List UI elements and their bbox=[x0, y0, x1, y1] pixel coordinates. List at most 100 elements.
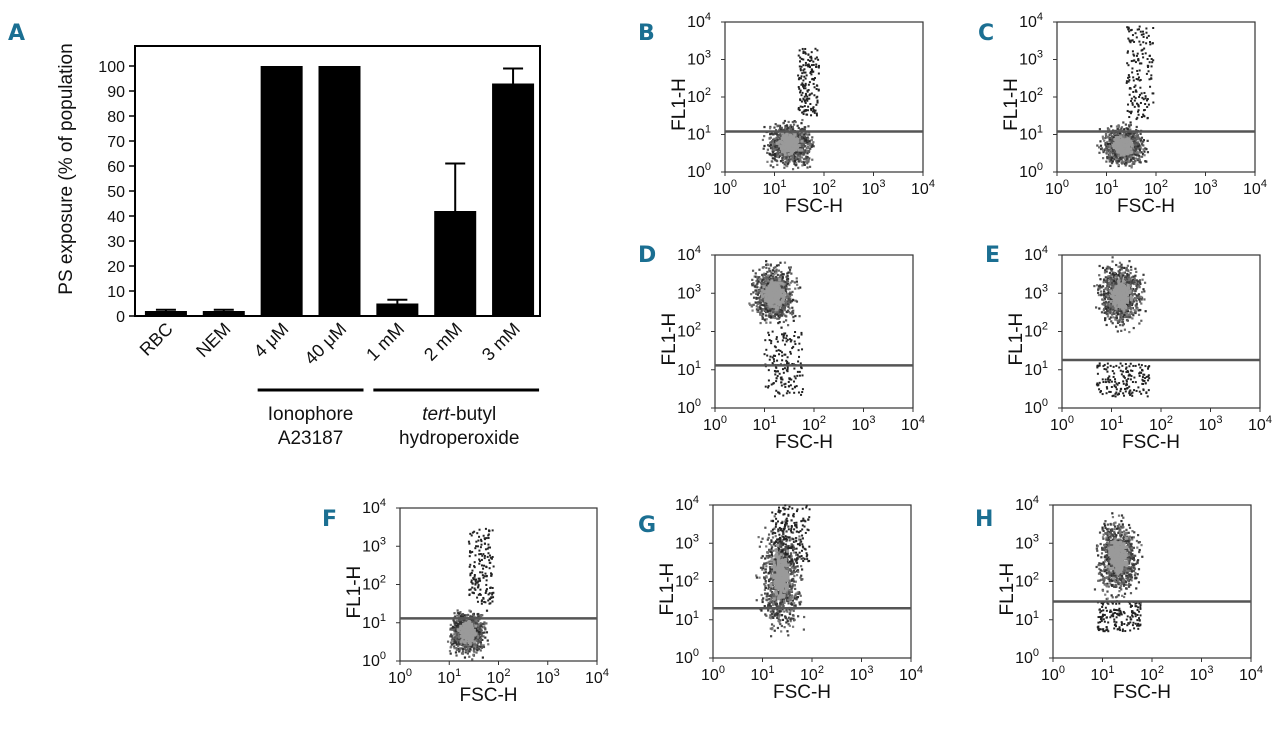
event-dot bbox=[1108, 285, 1111, 289]
x-tick-exponent: 0 bbox=[1063, 178, 1069, 190]
event-dot bbox=[760, 283, 763, 287]
event-dot bbox=[776, 273, 779, 277]
event-dot bbox=[801, 164, 804, 167]
event-dot bbox=[1124, 123, 1127, 126]
event-dot bbox=[1140, 136, 1144, 139]
event-dot bbox=[1111, 284, 1114, 287]
event-dot bbox=[757, 308, 760, 311]
event-dot-core bbox=[1112, 146, 1116, 150]
event-dot bbox=[1128, 385, 1131, 388]
event-dot bbox=[1133, 95, 1136, 98]
event-dot bbox=[774, 365, 777, 368]
event-dot bbox=[792, 345, 795, 348]
event-dot bbox=[1134, 89, 1137, 92]
event-dot bbox=[1133, 99, 1136, 102]
event-dot bbox=[1118, 132, 1122, 135]
event-dot bbox=[761, 297, 764, 300]
event-dot bbox=[1135, 146, 1138, 149]
event-dot bbox=[755, 276, 759, 279]
event-dot bbox=[791, 362, 794, 365]
event-dot bbox=[783, 298, 787, 301]
event-dot bbox=[765, 260, 768, 263]
event-dot bbox=[1128, 155, 1131, 158]
event-dot bbox=[781, 279, 784, 283]
event-dot bbox=[1136, 110, 1139, 113]
event-dot bbox=[1119, 316, 1122, 319]
event-dot bbox=[1119, 308, 1122, 311]
event-dot bbox=[1114, 281, 1117, 284]
event-dot bbox=[781, 305, 784, 308]
event-dot bbox=[815, 114, 818, 117]
event-dot bbox=[777, 124, 781, 127]
event-dot bbox=[1109, 303, 1112, 306]
event-dot-core bbox=[781, 282, 785, 286]
event-dot bbox=[791, 298, 795, 301]
event-dot bbox=[1136, 116, 1139, 119]
event-dot bbox=[761, 273, 764, 277]
event-dot bbox=[1123, 132, 1126, 136]
event-dot bbox=[798, 154, 802, 158]
event-dot bbox=[760, 299, 763, 303]
event-dot bbox=[1119, 318, 1122, 321]
event-dot bbox=[1133, 277, 1136, 280]
event-dot bbox=[778, 353, 781, 356]
event-dot-core bbox=[1116, 148, 1120, 152]
event-dot bbox=[787, 305, 790, 308]
event-dot bbox=[784, 332, 787, 335]
event-dot bbox=[811, 136, 814, 139]
event-dot bbox=[786, 280, 789, 283]
event-dot bbox=[1115, 364, 1118, 367]
event-dot bbox=[806, 152, 809, 155]
event-dot bbox=[1136, 152, 1139, 155]
event-dot bbox=[797, 106, 800, 109]
event-dot bbox=[784, 343, 787, 346]
event-dot bbox=[775, 137, 778, 140]
event-dot bbox=[1098, 128, 1101, 131]
x-tick-label: RBC bbox=[136, 319, 177, 360]
event-dot bbox=[804, 61, 807, 64]
event-dot bbox=[1098, 264, 1101, 268]
event-dot bbox=[1133, 298, 1137, 301]
event-dot bbox=[1111, 272, 1114, 275]
event-dot bbox=[755, 283, 758, 286]
event-dot bbox=[1114, 386, 1117, 389]
event-dot bbox=[804, 145, 807, 148]
event-dot bbox=[1115, 311, 1119, 314]
event-dot bbox=[783, 332, 786, 335]
event-dot bbox=[769, 263, 772, 266]
event-dot bbox=[1138, 279, 1142, 282]
event-dot bbox=[776, 279, 779, 282]
event-dot bbox=[776, 134, 779, 137]
event-dot bbox=[755, 297, 758, 300]
event-dot bbox=[1128, 293, 1131, 296]
event-dot bbox=[755, 308, 759, 311]
event-dot bbox=[1137, 136, 1140, 139]
event-dot bbox=[777, 314, 780, 318]
event-dot bbox=[748, 302, 751, 305]
event-dot bbox=[803, 141, 806, 145]
event-dot bbox=[1138, 286, 1141, 289]
event-dot bbox=[817, 58, 820, 61]
event-dot bbox=[1116, 313, 1120, 316]
event-dot bbox=[770, 132, 773, 135]
event-dot bbox=[1140, 92, 1143, 95]
event-dot bbox=[779, 275, 782, 279]
event-dot bbox=[1127, 161, 1130, 164]
event-dot bbox=[788, 377, 791, 380]
event-dot bbox=[769, 315, 772, 318]
event-dot bbox=[1133, 279, 1136, 283]
event-dot bbox=[1131, 131, 1134, 135]
event-dot bbox=[778, 128, 781, 131]
event-dot bbox=[804, 126, 807, 129]
event-dot bbox=[1132, 76, 1135, 79]
event-dot-core bbox=[1121, 147, 1125, 151]
event-dot bbox=[1105, 287, 1108, 290]
event-dot bbox=[815, 103, 818, 106]
event-dot bbox=[794, 331, 797, 334]
event-dot bbox=[1134, 90, 1137, 93]
y-tick-label: 20 bbox=[107, 259, 125, 276]
event-dot bbox=[1131, 50, 1134, 53]
event-dot bbox=[1106, 155, 1109, 159]
event-dot bbox=[803, 161, 806, 164]
event-dot bbox=[1135, 138, 1138, 141]
